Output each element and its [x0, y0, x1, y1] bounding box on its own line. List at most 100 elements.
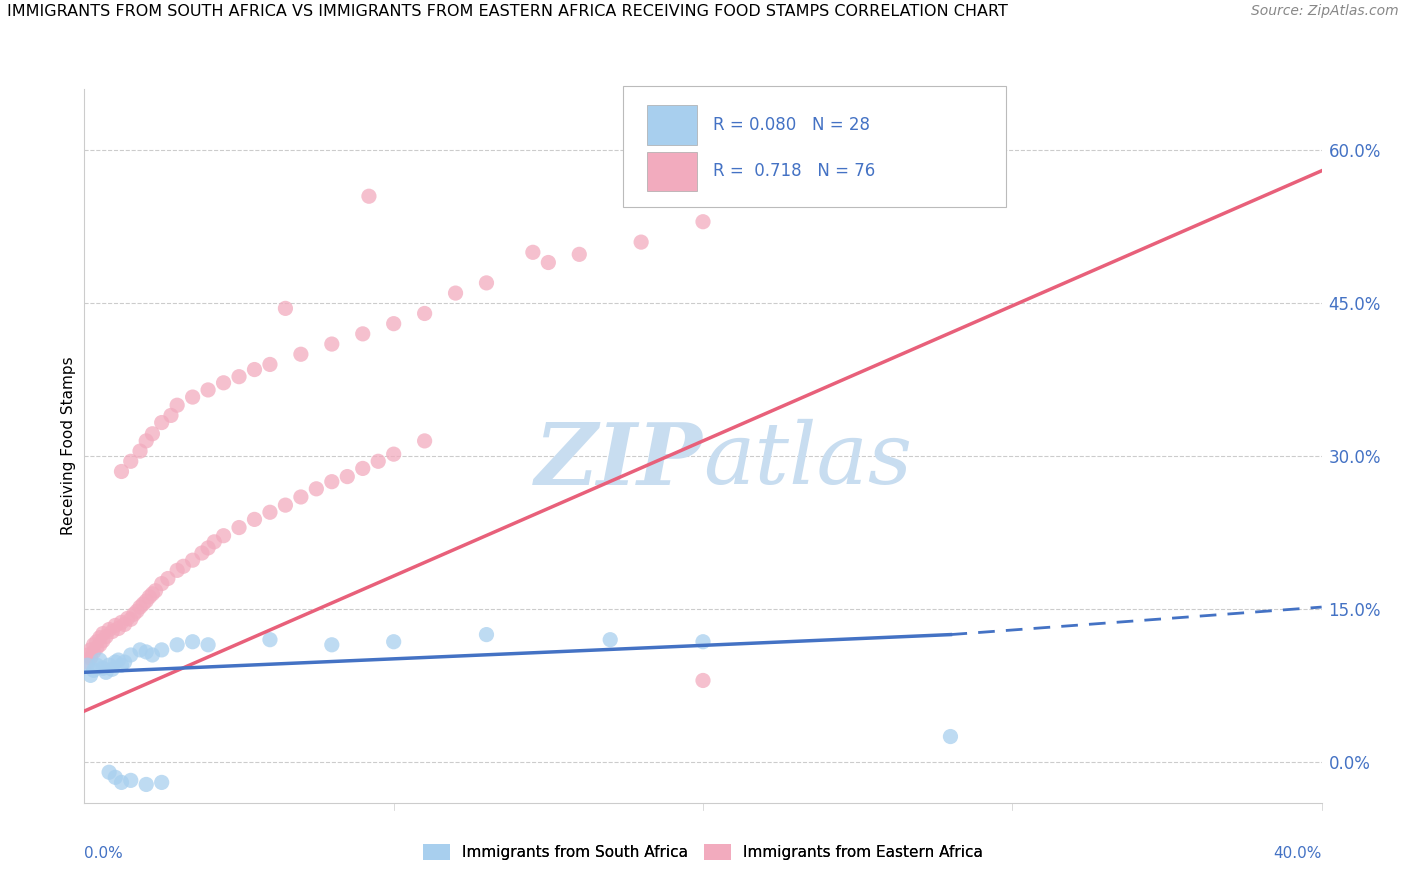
Point: [150, 775, 173, 789]
Point: [101, 662, 124, 676]
Point: [107, 653, 129, 667]
Point: [166, 398, 188, 412]
Point: [444, 286, 467, 301]
Point: [181, 390, 204, 404]
Point: [243, 362, 266, 376]
Text: Source: ZipAtlas.com: Source: ZipAtlas.com: [1251, 4, 1399, 19]
Text: 0.0%: 0.0%: [84, 846, 124, 861]
Point: [212, 529, 235, 543]
Point: [122, 607, 145, 622]
Point: [91, 626, 114, 640]
Point: [630, 235, 652, 249]
Point: [172, 559, 194, 574]
Point: [110, 658, 132, 673]
Point: [89, 638, 111, 652]
Point: [150, 643, 173, 657]
Point: [754, 192, 776, 206]
Point: [243, 512, 266, 526]
Point: [197, 383, 219, 397]
Point: [129, 643, 152, 657]
Point: [352, 326, 374, 341]
Point: [83, 645, 105, 659]
Point: [79, 643, 101, 657]
Point: [259, 358, 281, 372]
Point: [156, 572, 179, 586]
Point: [135, 594, 157, 608]
Point: [86, 634, 108, 648]
Point: [212, 376, 235, 390]
Point: [110, 615, 132, 630]
Point: [91, 633, 114, 648]
Point: [120, 612, 142, 626]
Point: [104, 770, 127, 784]
Point: [79, 668, 101, 682]
Point: [692, 634, 714, 648]
Point: [145, 583, 167, 598]
Point: [83, 663, 105, 677]
Point: [135, 434, 157, 448]
Point: [259, 632, 281, 647]
Point: [107, 622, 129, 636]
Point: [692, 673, 714, 688]
Point: [76, 648, 98, 662]
Point: [150, 576, 173, 591]
Point: [166, 638, 188, 652]
Point: [382, 447, 405, 461]
Point: [141, 426, 163, 441]
Point: [83, 638, 105, 652]
Point: [321, 638, 343, 652]
Point: [475, 276, 498, 290]
Point: [91, 661, 114, 675]
Text: IMMIGRANTS FROM SOUTH AFRICA VS IMMIGRANTS FROM EASTERN AFRICA RECEIVING FOOD ST: IMMIGRANTS FROM SOUTH AFRICA VS IMMIGRAN…: [7, 4, 1008, 20]
Point: [125, 604, 148, 618]
Point: [197, 541, 219, 555]
Point: [98, 658, 121, 673]
Point: [228, 520, 250, 534]
Point: [132, 597, 155, 611]
Point: [120, 773, 142, 788]
Text: ZIP: ZIP: [536, 418, 703, 502]
Point: [104, 655, 127, 669]
FancyBboxPatch shape: [647, 152, 697, 191]
Point: [181, 553, 204, 567]
Point: [382, 317, 405, 331]
Point: [367, 454, 389, 468]
FancyBboxPatch shape: [647, 105, 697, 145]
Point: [160, 409, 183, 423]
Legend: Immigrants from South Africa, Immigrants from Eastern Africa: Immigrants from South Africa, Immigrants…: [416, 838, 990, 866]
Point: [98, 765, 121, 780]
Point: [352, 461, 374, 475]
Point: [321, 475, 343, 489]
Y-axis label: Receiving Food Stamps: Receiving Food Stamps: [60, 357, 76, 535]
Point: [104, 618, 127, 632]
Point: [599, 632, 621, 647]
Point: [141, 648, 163, 662]
Point: [129, 444, 152, 458]
Point: [101, 624, 124, 639]
Point: [197, 638, 219, 652]
Point: [110, 465, 132, 479]
Point: [94, 665, 117, 680]
Point: [382, 634, 405, 648]
Point: [191, 546, 214, 560]
Point: [228, 369, 250, 384]
Point: [150, 416, 173, 430]
Point: [114, 617, 136, 632]
Point: [181, 634, 204, 648]
Point: [166, 563, 188, 577]
Text: 40.0%: 40.0%: [1274, 846, 1322, 861]
Point: [120, 454, 142, 468]
Point: [568, 247, 591, 261]
Point: [475, 627, 498, 641]
Point: [110, 775, 132, 789]
Point: [413, 306, 436, 320]
Point: [274, 498, 297, 512]
Point: [86, 640, 108, 655]
Point: [135, 777, 157, 791]
Point: [357, 189, 380, 203]
Point: [135, 645, 157, 659]
Point: [522, 245, 544, 260]
Point: [117, 611, 139, 625]
Point: [321, 337, 343, 351]
Point: [939, 730, 962, 744]
